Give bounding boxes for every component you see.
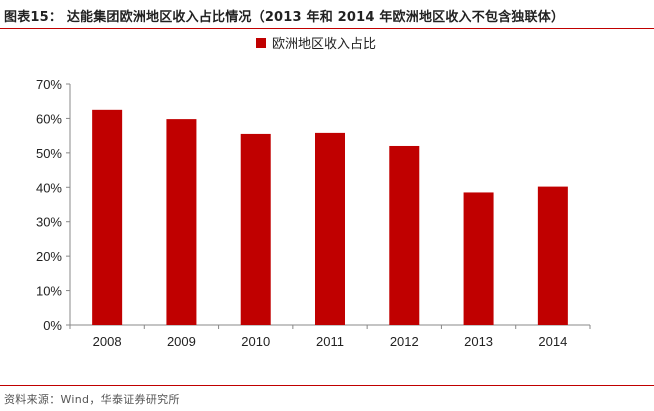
y-tick-label: 50% — [36, 146, 62, 161]
y-tick-label: 40% — [36, 180, 62, 195]
figure-footer: 资料来源：Wind，华泰证券研究所 — [0, 385, 654, 411]
x-tick-label: 2008 — [93, 334, 122, 349]
bar-chart: 欧洲地区收入占比 0% 10% 20% 30% 40% 50% 60% 70% 2008 2009 2… — [36, 37, 591, 349]
legend-label: 欧洲地区收入占比 — [272, 37, 376, 52]
figure-header: 图表15： 达能集团欧洲地区收入占比情况（2013 年和 2014 年欧洲地区收… — [0, 0, 654, 29]
chart-area: 欧洲地区收入占比 0% 10% 20% 30% 40% 50% 60% 70% 2008 2009 2… — [0, 28, 654, 380]
y-tick-label: 70% — [36, 77, 62, 92]
y-tick-label: 0% — [43, 318, 62, 333]
y-tick-label: 60% — [36, 111, 62, 126]
source-note: 资料来源：Wind，华泰证券研究所 — [4, 393, 180, 406]
bar-2014 — [537, 186, 568, 325]
x-tick-label: 2010 — [241, 334, 270, 349]
y-tick-label: 30% — [36, 215, 62, 230]
bar-2012 — [389, 145, 420, 325]
y-tick-label: 10% — [36, 284, 62, 299]
x-tick-label: 2013 — [464, 334, 493, 349]
legend-swatch — [256, 38, 266, 48]
bar-2009 — [166, 119, 197, 325]
bar-2008 — [92, 109, 123, 325]
bar-2013 — [463, 192, 494, 325]
x-tick-label: 2011 — [316, 334, 344, 349]
x-tick-label: 2012 — [390, 334, 419, 349]
x-tick-label: 2009 — [167, 334, 196, 349]
bar-2010 — [240, 133, 271, 325]
x-tick-label: 2014 — [538, 334, 567, 349]
figure-title: 图表15： 达能集团欧洲地区收入占比情况（2013 年和 2014 年欧洲地区收… — [4, 10, 565, 25]
y-tick-label: 20% — [36, 249, 62, 264]
bar-2011 — [315, 132, 345, 325]
